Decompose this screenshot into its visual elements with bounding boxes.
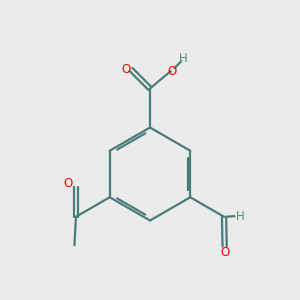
Text: H: H [236,210,244,223]
Text: O: O [64,177,73,190]
Text: O: O [121,63,130,76]
Text: O: O [168,64,177,78]
Text: H: H [179,52,188,65]
Text: O: O [220,246,229,259]
